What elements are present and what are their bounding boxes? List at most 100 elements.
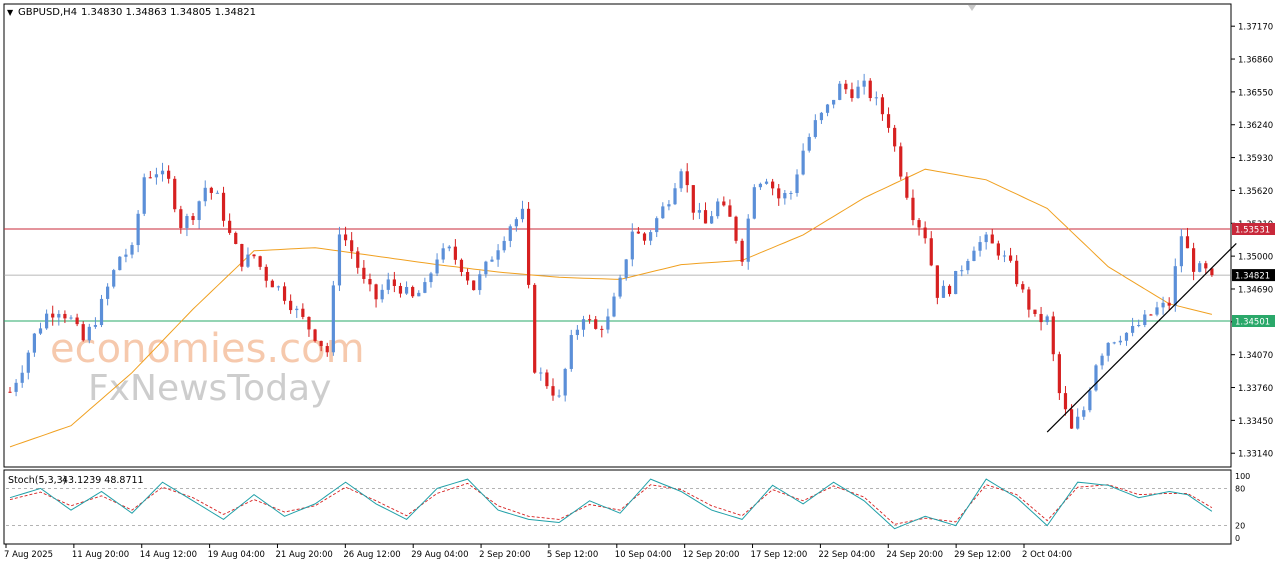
bull-candle [130, 245, 134, 255]
bull-candle [136, 213, 140, 246]
bull-candle [441, 248, 445, 260]
bear-candle [1057, 354, 1061, 394]
bear-candle [1210, 268, 1214, 276]
bull-candle [649, 232, 653, 241]
bear-candle [929, 238, 933, 266]
bull-candle [478, 274, 482, 291]
stoch-label: Stoch(5,3,3) [8, 475, 66, 486]
bear-candle [356, 251, 360, 268]
scroll-marker-icon[interactable] [968, 5, 976, 11]
y-tick-label: 1.33140 [1238, 450, 1273, 460]
stoch-tick-label: 100 [1235, 472, 1250, 481]
bull-candle [1076, 416, 1080, 429]
bull-candle [20, 372, 24, 383]
bear-candle [398, 285, 403, 294]
bull-candle [838, 83, 842, 100]
bull-candle [606, 316, 610, 330]
x-tick-label: 5 Sep 12:00 [547, 550, 598, 560]
collapse-arrow-icon[interactable]: ▼ [7, 8, 14, 17]
bull-candle [1112, 342, 1116, 344]
x-tick-label: 21 Aug 20:00 [275, 550, 332, 560]
bull-candle [26, 352, 30, 373]
bear-candle [325, 346, 329, 353]
bull-candle [380, 289, 384, 300]
ohlc-values: 1.34830 1.34863 1.34805 1.34821 [81, 7, 256, 18]
bull-candle [752, 187, 756, 219]
bull-candle [1198, 263, 1202, 272]
bear-candle [465, 272, 470, 281]
bull-candle [1088, 390, 1092, 411]
bull-candle [1002, 255, 1007, 257]
bear-candle [990, 234, 994, 244]
bear-candle [771, 181, 775, 189]
bear-candle [734, 216, 738, 241]
bull-candle [557, 395, 561, 397]
bear-candle [319, 340, 323, 347]
x-tick-label: 10 Sep 04:00 [615, 550, 672, 560]
bull-candle [14, 382, 18, 392]
bear-candle [173, 178, 177, 210]
bear-candle [258, 256, 262, 267]
bear-candle [777, 188, 781, 199]
bull-candle [661, 206, 665, 219]
bull-candle [331, 285, 335, 353]
resistance-price-tag: 1.53531 [1235, 226, 1270, 236]
bear-candle [221, 192, 226, 221]
bull-candle [813, 120, 817, 137]
bull-candle [142, 177, 146, 214]
bull-candle [93, 325, 98, 327]
bear-candle [1051, 316, 1055, 355]
bull-candle [795, 174, 799, 194]
bear-candle [252, 254, 256, 257]
bear-candle [886, 114, 891, 128]
bear-candle [691, 185, 695, 213]
bear-candle [1191, 248, 1196, 272]
x-tick-label: 12 Sep 20:00 [683, 550, 740, 560]
bull-candle [404, 286, 409, 294]
bull-candle [539, 372, 543, 374]
bull-candle [716, 201, 720, 217]
bear-candle [600, 328, 604, 330]
bull-candle [710, 216, 714, 224]
bear-candle [63, 313, 67, 319]
bull-candle [758, 183, 763, 188]
x-tick-label: 22 Sep 04:00 [818, 550, 875, 560]
bull-candle [496, 250, 500, 260]
trendline[interactable] [1046, 242, 1237, 433]
bear-candle [240, 243, 244, 267]
bear-candle [917, 220, 921, 228]
bear-candle [362, 267, 366, 279]
bear-candle [289, 300, 293, 311]
bull-candle [160, 170, 165, 175]
x-tick-label: 29 Aug 04:00 [411, 550, 468, 560]
x-tick-label: 2 Sep 20:00 [479, 550, 530, 560]
bear-candle [472, 280, 476, 291]
bull-candle [197, 201, 201, 221]
bull-candle [862, 80, 866, 87]
bull-candle [624, 259, 628, 278]
bull-candle [276, 286, 281, 288]
x-tick-label: 19 Aug 04:00 [208, 550, 265, 560]
bear-candle [270, 280, 274, 288]
bull-candle [99, 298, 104, 326]
bear-candle [1021, 284, 1025, 290]
bear-candle [148, 177, 152, 179]
stoch-panel-frame [3, 469, 1232, 545]
bear-candle [343, 234, 348, 241]
bear-candle [893, 127, 897, 147]
bull-candle [1045, 316, 1049, 323]
bear-candle [179, 209, 183, 228]
bull-candle [789, 193, 793, 195]
bull-candle [1179, 236, 1183, 267]
bear-candle [264, 266, 268, 281]
bull-candle [1106, 342, 1110, 356]
y-tick-label: 1.36240 [1238, 121, 1273, 131]
bull-candle [581, 319, 586, 330]
bull-candle [954, 270, 958, 295]
bear-candle [368, 278, 372, 285]
bull-candle [679, 171, 683, 189]
bear-candle [209, 187, 213, 193]
bull-candle [764, 181, 769, 184]
bear-candle [996, 243, 1000, 256]
